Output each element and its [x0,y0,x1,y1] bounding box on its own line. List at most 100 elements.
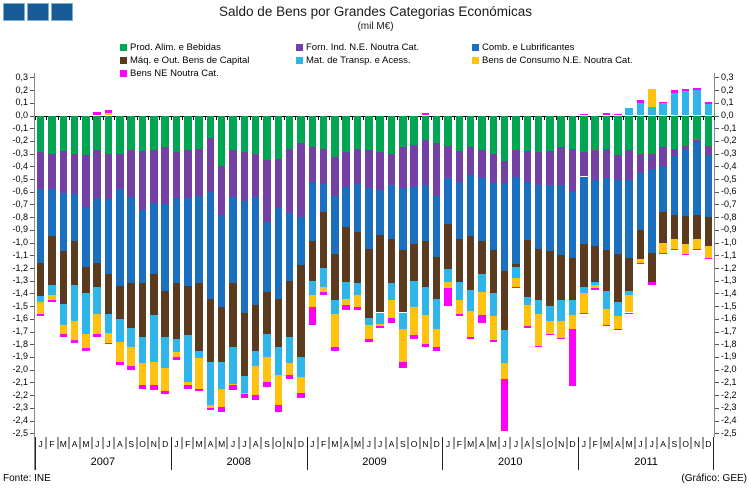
bar-segment [353,307,362,310]
bar-segment [512,287,520,289]
category-tick [46,117,48,120]
bar-segment [523,151,532,182]
y-tick-label: -1,0 [721,237,737,248]
bar-segment [568,315,577,330]
y-tick-label: -2,1 [12,376,28,387]
bar-segment [376,115,384,153]
bar-segment [365,187,373,249]
bar-segment [410,186,418,244]
y-tick [715,204,719,206]
month-separator [135,437,138,449]
bar-segment [421,115,430,140]
bar-segment [659,147,667,167]
month-separator [464,437,467,449]
bar-segment [636,259,645,263]
bar-segment [681,91,690,116]
bar-segment [636,100,645,103]
bar-segment [421,287,430,316]
y-tick-label: -2,0 [12,364,28,375]
bar-segment [648,252,656,282]
category-tick [317,117,319,120]
bar-segment [546,185,554,252]
bar-segment [410,115,418,145]
bar-segment [432,115,441,144]
bar-segment [240,376,249,393]
y-tick [715,331,719,333]
bar-segment [161,290,169,337]
bar-segment [93,287,101,314]
bar-segment [127,346,135,366]
category-tick [272,117,274,120]
y-axis-right [714,73,715,437]
bar-segment [659,102,667,116]
bar-segment [251,196,260,305]
month-separator [282,437,285,449]
month-separator [407,437,410,449]
bar-segment [444,269,452,282]
y-tick [30,268,34,270]
y-tick [715,318,719,320]
bar-segment [681,254,690,256]
bar-segment [614,329,622,331]
month-label: J [174,439,179,449]
month-separator [124,437,127,449]
y-tick-label: -2,2 [12,389,28,400]
bar-segment [602,115,611,149]
bar-segment [489,340,498,342]
bar-segment [297,356,305,378]
y-tick-label: -0,5 [721,173,737,184]
bar-segment [331,115,339,158]
bar-segment [648,153,656,169]
category-tick [476,117,478,120]
bar-segment [421,315,430,345]
bar-segment [478,241,486,275]
chart-subtitle: (mil M€) [357,21,394,32]
bar-segment [150,203,158,275]
bar-segment [274,208,283,299]
bar-segment [625,180,633,258]
bar-segment [648,282,656,285]
month-separator [645,437,648,449]
y-tick-label: -0,1 [721,122,737,133]
bar-segment [206,407,215,411]
bar-segment [444,115,452,146]
bar-segment [217,307,226,363]
y-tick [715,179,719,181]
bar-segment [557,185,565,256]
y-tick-label: -0,3 [12,148,28,159]
bar-segment [150,362,158,385]
month-separator [113,437,116,449]
y-tick-label: -0,6 [721,186,737,197]
bar-segment [636,172,645,230]
bar-segment [602,177,611,251]
month-label: D [162,439,169,449]
y-tick [715,369,719,371]
y-tick-label: 0,1 [15,97,28,108]
category-tick [102,117,104,120]
bar-segment [546,251,554,307]
category-tick [634,117,636,120]
bar-segment [48,115,56,154]
bar-segment [500,182,509,271]
logo-square [3,3,25,21]
bar-segment [568,299,577,316]
bar-segment [342,152,350,187]
y-tick [715,217,719,219]
category-tick [148,117,150,120]
bar-segment [681,88,690,92]
bar-segment [512,266,520,279]
category-tick [204,117,206,120]
month-label: O [682,439,690,449]
bar-segment [104,274,113,314]
month-label: S [399,439,406,449]
bar-segment [410,243,418,281]
y-tick [30,166,34,168]
category-tick [136,117,138,120]
bar-segment [670,238,679,249]
bar-segment [681,215,690,244]
month-separator [237,437,240,449]
month-label: J [106,439,111,449]
bar-segment [591,246,599,282]
bar-segment [387,317,396,323]
